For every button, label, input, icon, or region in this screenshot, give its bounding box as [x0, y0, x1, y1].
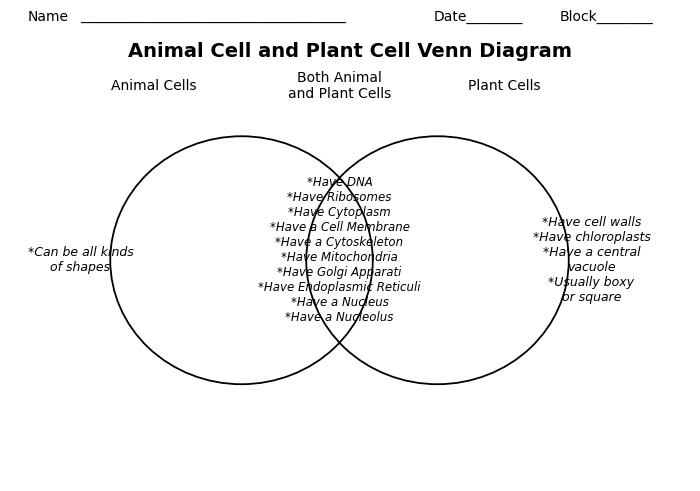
Text: Block________: Block________	[560, 10, 654, 24]
Text: Date________: Date________	[434, 10, 524, 24]
Text: Plant Cells: Plant Cells	[468, 79, 540, 93]
Text: *Have cell walls
*Have chloroplasts
*Have a central
vacuole
*Usually boxy
or squ: *Have cell walls *Have chloroplasts *Hav…	[533, 216, 650, 304]
Text: Animal Cells: Animal Cells	[111, 79, 197, 93]
Text: Name: Name	[28, 10, 69, 24]
Text: *Can be all kinds
of shapes: *Can be all kinds of shapes	[27, 246, 134, 274]
Text: Both Animal
and Plant Cells: Both Animal and Plant Cells	[288, 71, 391, 101]
Text: *Have DNA
*Have Ribosomes
*Have Cytoplasm
*Have a Cell Membrane
*Have a Cytoskel: *Have DNA *Have Ribosomes *Have Cytoplas…	[258, 176, 421, 325]
Text: ______________________________________: ______________________________________	[80, 10, 346, 24]
Text: Animal Cell and Plant Cell Venn Diagram: Animal Cell and Plant Cell Venn Diagram	[128, 42, 572, 61]
